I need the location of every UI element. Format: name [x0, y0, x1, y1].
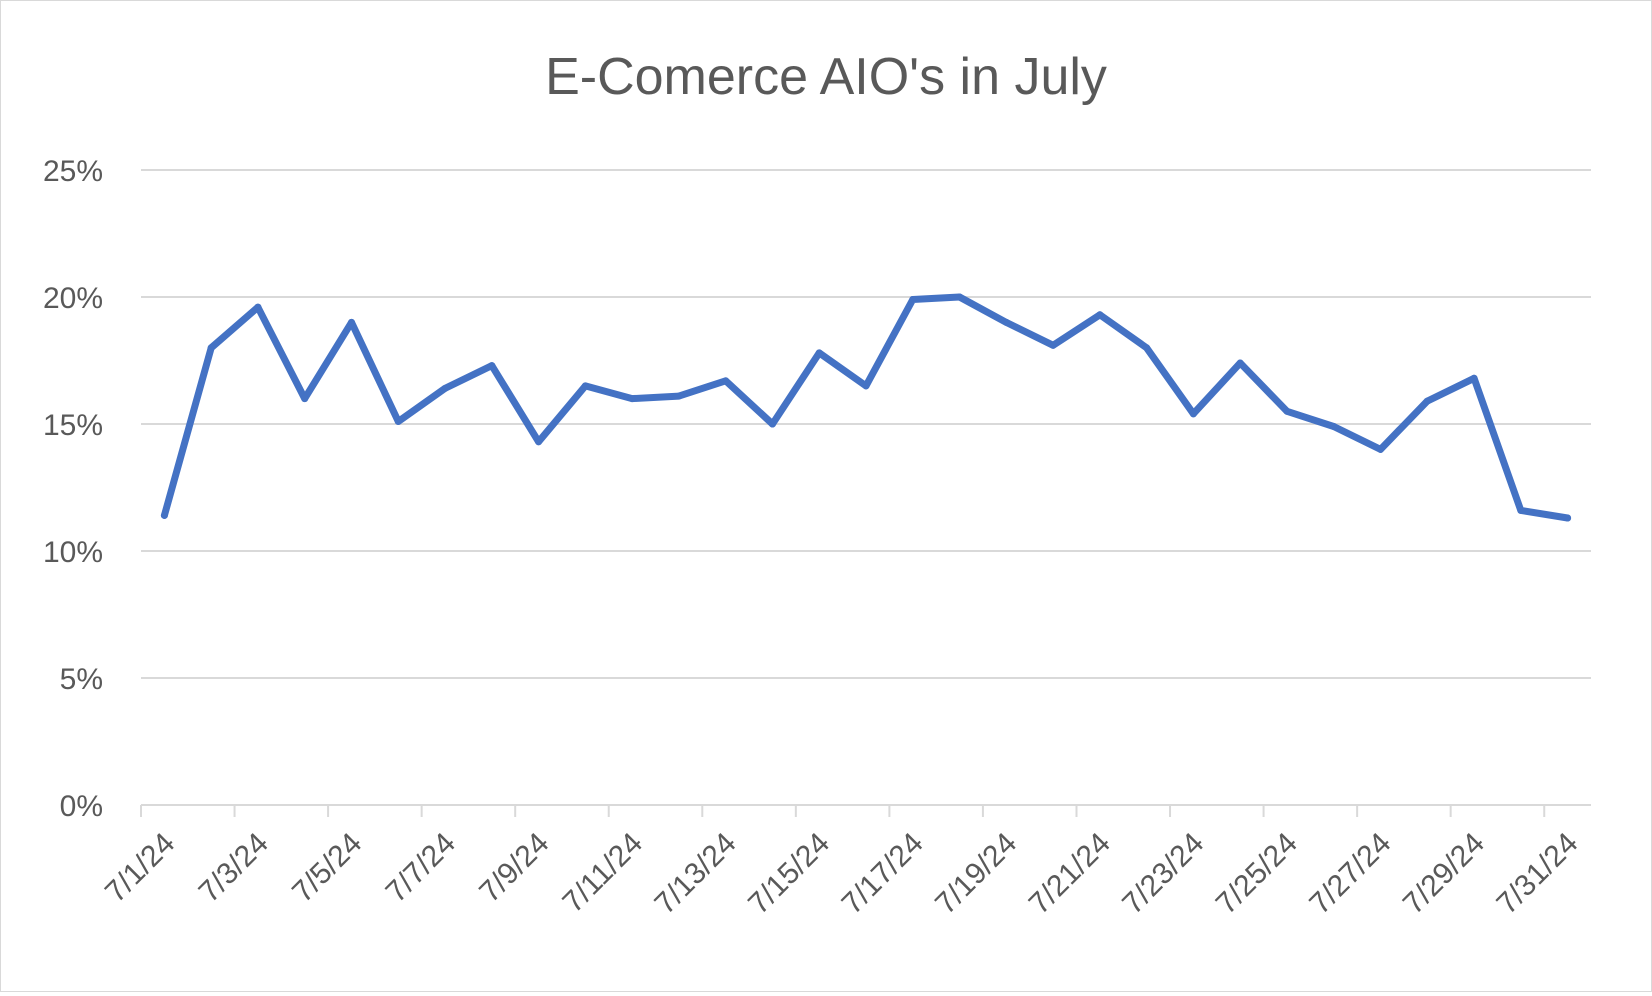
- x-tick-label: 7/29/24: [1397, 827, 1491, 921]
- data-point: [1002, 318, 1010, 326]
- data-point: [394, 417, 402, 425]
- y-axis: 0% 5% 10% 15% 20% 25%: [43, 155, 103, 823]
- data-point: [909, 296, 917, 304]
- series-layer: [160, 293, 1572, 522]
- data-point: [1423, 397, 1431, 405]
- x-tick-label: 7/3/24: [193, 827, 275, 909]
- data-point: [675, 392, 683, 400]
- x-tick-label: 7/15/24: [742, 827, 836, 921]
- data-point: [956, 293, 964, 301]
- data-point: [1096, 311, 1104, 319]
- data-point: [768, 420, 776, 428]
- data-point: [815, 349, 823, 357]
- data-point: [628, 395, 636, 403]
- x-tick-label: 7/1/24: [99, 827, 181, 909]
- x-tick-label: 7/31/24: [1490, 827, 1584, 921]
- chart-title: E-Comerce AIO's in July: [545, 48, 1107, 106]
- data-point: [722, 377, 730, 385]
- data-point: [1470, 374, 1478, 382]
- series-line: [160, 293, 1572, 522]
- data-point: [207, 344, 215, 352]
- y-tick-label: 0%: [60, 790, 103, 823]
- x-tick-label: 7/11/24: [557, 827, 650, 920]
- x-tick-label: 7/23/24: [1116, 827, 1210, 921]
- y-tick-label: 5%: [60, 663, 103, 696]
- x-tick-label: 7/27/24: [1303, 827, 1397, 921]
- data-point: [581, 382, 589, 390]
- data-point: [441, 384, 449, 392]
- data-point: [1517, 506, 1525, 514]
- y-tick-label: 20%: [43, 282, 103, 315]
- data-point: [347, 318, 355, 326]
- data-point: [1283, 407, 1291, 415]
- data-point: [862, 382, 870, 390]
- data-point: [1189, 410, 1197, 418]
- data-point: [1236, 359, 1244, 367]
- y-tick-label: 10%: [43, 536, 103, 569]
- data-point: [488, 362, 496, 370]
- data-point: [160, 511, 168, 519]
- x-tick-label: 7/25/24: [1210, 827, 1304, 921]
- x-tick-label: 7/7/24: [380, 827, 462, 909]
- x-tick-label: 7/17/24: [836, 827, 930, 921]
- data-point: [535, 438, 543, 446]
- data-point: [254, 303, 262, 311]
- y-tick-label: 25%: [43, 155, 103, 188]
- x-tick-label: 7/5/24: [286, 827, 368, 909]
- data-point: [1330, 423, 1338, 431]
- data-point: [1377, 445, 1385, 453]
- x-tick-label: 7/13/24: [649, 827, 743, 921]
- x-tick-label: 7/21/24: [1023, 827, 1117, 921]
- x-axis: 7/1/24 7/3/24 7/5/24 7/7/24 7/9/24 7/11/24 7/1…: [99, 804, 1591, 921]
- data-point: [301, 395, 309, 403]
- y-tick-label: 15%: [43, 409, 103, 442]
- data-point: [1049, 341, 1057, 349]
- x-tick-label: 7/9/24: [473, 827, 555, 909]
- data-point: [1143, 344, 1151, 352]
- gridlines: [141, 169, 1591, 679]
- data-point: [1564, 514, 1572, 522]
- x-tick-label: 7/19/24: [929, 827, 1023, 921]
